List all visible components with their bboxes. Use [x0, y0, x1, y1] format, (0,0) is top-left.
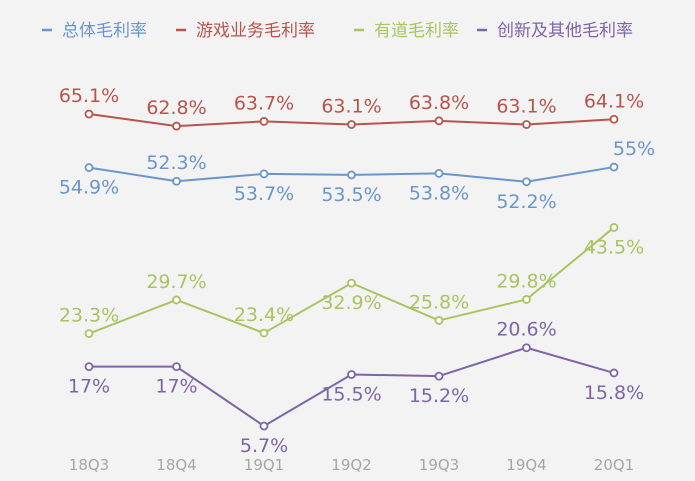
- legend-label: 总体毛利率: [62, 21, 147, 41]
- data-label: 63.8%: [409, 92, 469, 114]
- data-point: [522, 120, 531, 129]
- data-point: [347, 370, 356, 379]
- legend-label: 创新及其他毛利率: [497, 21, 633, 41]
- data-label: 32.9%: [321, 292, 381, 314]
- data-label: 5.7%: [240, 435, 288, 457]
- x-tick-label: 18Q4: [156, 456, 196, 474]
- data-point: [172, 362, 181, 372]
- data-point: [434, 116, 444, 126]
- x-tick-label: 19Q3: [419, 456, 459, 474]
- data-label: 52.3%: [146, 152, 206, 174]
- data-label: 63.7%: [234, 92, 294, 114]
- data-label: 23.3%: [59, 305, 119, 327]
- legend-label: 有道毛利率: [374, 21, 459, 41]
- data-point: [434, 371, 444, 381]
- data-point: [259, 169, 269, 179]
- data-label: 29.7%: [146, 271, 206, 293]
- data-point: [609, 223, 619, 232]
- data-point: [609, 368, 619, 378]
- x-axis: 18Q3 18Q4 19Q1 19Q2 19Q3 19Q4 20Q1: [69, 456, 634, 474]
- data-point: [84, 329, 94, 338]
- data-point: [172, 121, 181, 131]
- legend: 总体毛利率 游戏业务毛利率 有道毛利率 创新及其他毛利率: [42, 21, 633, 41]
- data-label: 53.5%: [321, 184, 381, 206]
- data-point: [609, 114, 619, 124]
- data-label: 63.1%: [496, 96, 556, 118]
- data-point: [522, 177, 531, 187]
- data-label: 62.8%: [146, 97, 206, 119]
- data-label: 15.2%: [409, 385, 469, 407]
- legend-item: 游戏业务毛利率: [176, 21, 315, 41]
- data-label: 54.9%: [59, 177, 119, 199]
- legend-item: 创新及其他毛利率: [477, 21, 633, 41]
- legend-item: 总体毛利率: [42, 21, 147, 41]
- x-tick-label: 19Q4: [506, 456, 546, 474]
- data-label: 65.1%: [59, 85, 119, 107]
- data-label: 15.5%: [321, 384, 381, 406]
- x-tick-label: 19Q1: [244, 456, 284, 474]
- data-point: [347, 278, 356, 288]
- data-label: 25.8%: [409, 291, 469, 313]
- data-label: 53.7%: [234, 183, 294, 205]
- data-label: 17%: [155, 376, 197, 398]
- data-label: 15.8%: [584, 382, 644, 404]
- x-tick-label: 19Q2: [331, 456, 371, 474]
- data-label: 20.6%: [496, 319, 556, 341]
- data-point: [522, 343, 531, 353]
- data-label: 17%: [68, 376, 110, 398]
- data-point: [434, 316, 444, 325]
- data-label: 43.5%: [584, 236, 644, 258]
- legend-label: 游戏业务毛利率: [196, 21, 315, 41]
- data-label: 55%: [613, 138, 655, 160]
- data-point: [347, 170, 356, 180]
- data-point: [84, 109, 94, 119]
- data-point: [84, 163, 94, 172]
- data-label: 52.2%: [496, 191, 556, 213]
- x-tick-label: 18Q3: [69, 456, 109, 474]
- data-point: [172, 176, 181, 186]
- x-tick-label: 20Q1: [594, 456, 634, 474]
- data-point: [259, 421, 269, 431]
- data-point: [522, 295, 531, 304]
- data-label: 63.1%: [321, 96, 381, 118]
- data-point: [347, 120, 356, 129]
- data-labels: 54.9% 52.3% 53.7% 53.5% 53.8% 52.2% 55% 65.1% 62…: [59, 85, 655, 457]
- data-label: 29.8%: [496, 270, 556, 292]
- data-point: [259, 116, 269, 126]
- data-point: [259, 328, 269, 338]
- data-label: 64.1%: [584, 90, 644, 112]
- data-point: [84, 362, 94, 372]
- data-point: [172, 295, 181, 305]
- series-points: [84, 109, 619, 431]
- data-point: [609, 162, 619, 172]
- legend-item: 有道毛利率: [354, 21, 459, 41]
- data-label: 23.4%: [234, 304, 294, 326]
- data-label: 53.8%: [409, 182, 469, 204]
- data-point: [434, 168, 444, 178]
